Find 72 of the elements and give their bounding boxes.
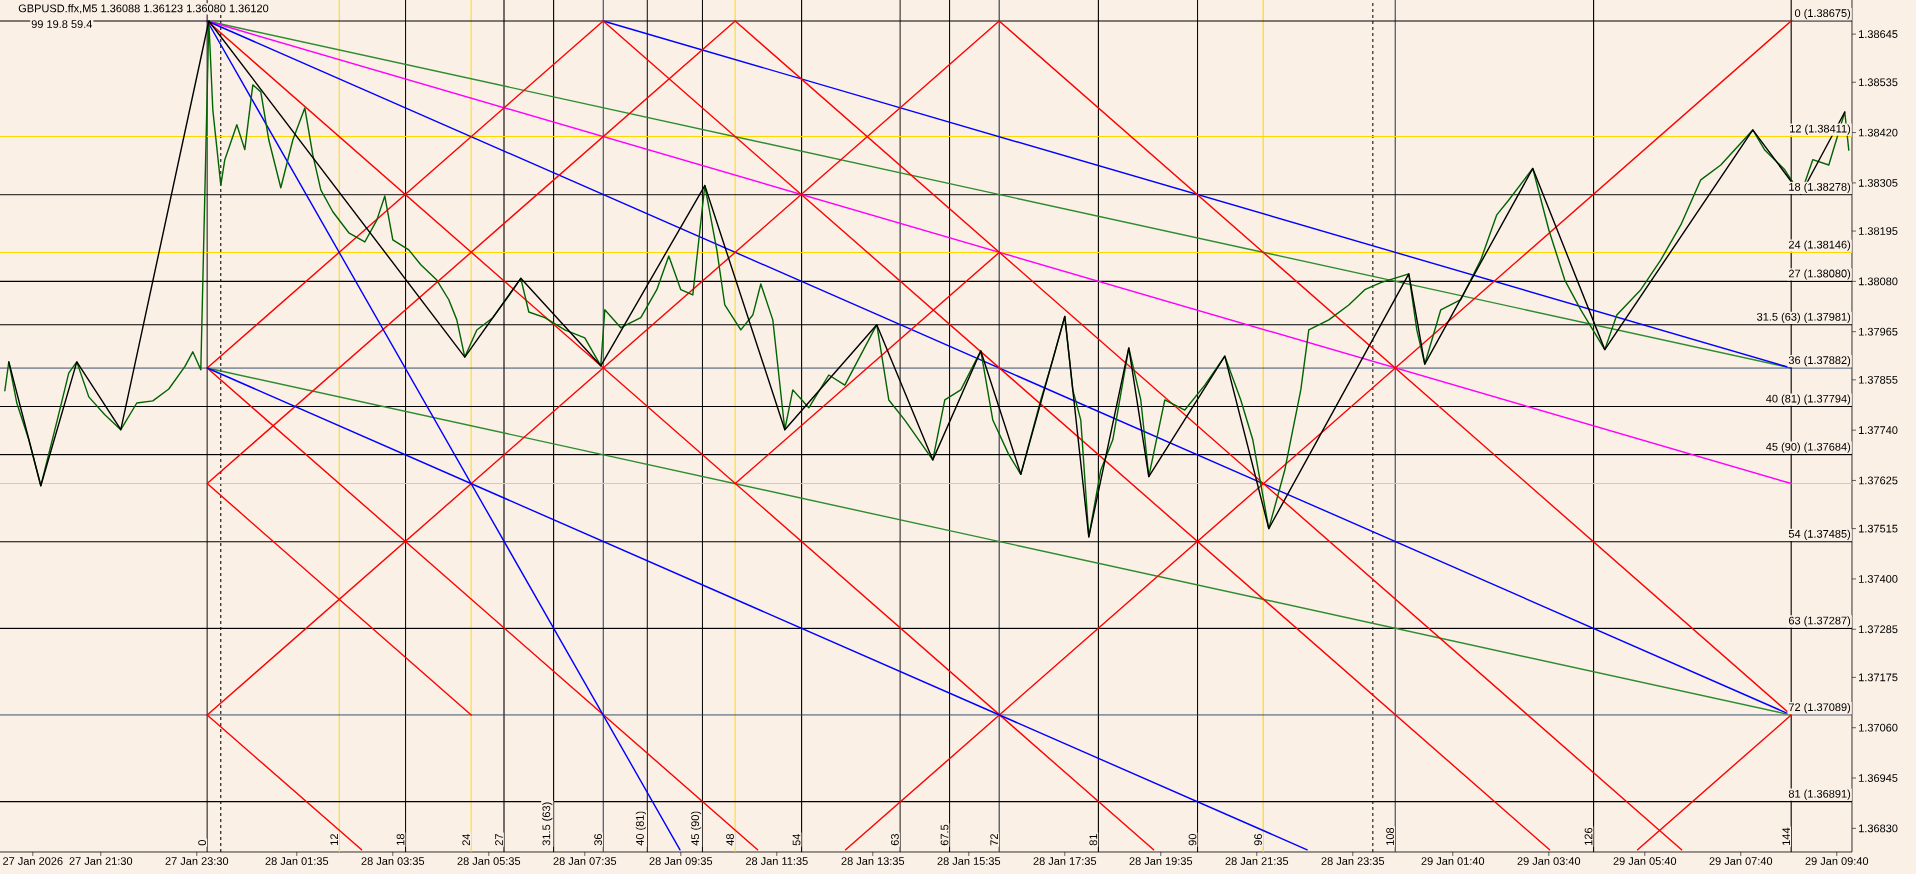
y-tick-label: 1.37625 xyxy=(1859,476,1898,485)
ref-line-label: 0 xyxy=(198,840,207,846)
y-tick-label: 1.37515 xyxy=(1859,524,1898,533)
ref-line-label: 72 (1.37089) xyxy=(1788,702,1851,714)
x-tick-label: 28 Jan 23:35 xyxy=(1321,857,1385,865)
ref-line-label: 54 (1.37485) xyxy=(1788,529,1851,540)
y-tick-label: 1.38080 xyxy=(1859,277,1898,286)
ref-line-label: 72 xyxy=(990,834,998,846)
ref-line-label: 90 xyxy=(1188,833,1197,846)
x-tick-label: 28 Jan 11:35 xyxy=(745,857,808,865)
y-tick-label: 1.37400 xyxy=(1859,575,1898,583)
y-tick-label: 1.36945 xyxy=(1859,774,1898,782)
x-tick-label: 28 Jan 13:35 xyxy=(841,857,905,865)
ref-line-label: 48 xyxy=(726,834,734,846)
ref-line-label: 27 (1.38080) xyxy=(1788,269,1851,280)
ref-line-label: 31.5 (63) xyxy=(542,802,553,846)
y-tick-label: 1.38645 xyxy=(1859,30,1898,39)
text: 99 19.8 59.4 xyxy=(31,20,93,28)
y-tick-label: 1.37740 xyxy=(1859,426,1898,435)
ref-line-label: 40 (81) (1.37794) xyxy=(1766,394,1851,405)
ref-line-label: 144 xyxy=(1782,827,1790,845)
y-tick-label: 1.38420 xyxy=(1859,128,1898,137)
ref-line-label: 45 (90) (1.37684) xyxy=(1766,442,1851,453)
ref-line-label: 18 (1.38278) xyxy=(1789,182,1851,193)
ref-line-label: 63 xyxy=(891,834,899,846)
x-tick-label: 29 Jan 01:40 xyxy=(1421,857,1485,865)
ref-line-label: 45 (90) xyxy=(690,811,702,846)
ref-line-label: 24 (1.38146) xyxy=(1788,240,1851,251)
ref-line-label: 40 (81) xyxy=(635,811,646,846)
ref-line-label: 0 (1.38675) xyxy=(1794,8,1851,20)
x-tick-label: 28 Jan 05:35 xyxy=(457,857,521,865)
y-tick-label: 1.37060 xyxy=(1859,723,1898,732)
x-tick-label: 28 Jan 09:35 xyxy=(649,857,713,865)
y-tick-label: 1.38535 xyxy=(1859,78,1898,87)
ref-line-label: 81 (1.36891) xyxy=(1788,789,1851,800)
x-tick-label: 29 Jan 07:40 xyxy=(1709,857,1773,865)
x-tick-label: 29 Jan 03:40 xyxy=(1517,857,1581,865)
x-tick-label: 27 Jan 23:30 xyxy=(165,857,229,865)
ref-line-label: 126 xyxy=(1584,827,1593,845)
x-tick-label: 28 Jan 17:35 xyxy=(1033,857,1097,865)
y-tick-label: 1.38305 xyxy=(1859,179,1898,187)
x-tick-label: 27 Jan 2026 xyxy=(3,857,63,865)
chart-title: GBPUSD.ffx,M5 1.36088 1.36123 1.36080 1.36120 xyxy=(18,4,269,14)
x-tick-label: 28 Jan 15:35 xyxy=(937,857,1001,865)
x-tick-label: 28 Jan 19:35 xyxy=(1129,857,1193,865)
x-tick-label: 27 Jan 21:30 xyxy=(69,857,133,865)
y-tick-label: 1.37855 xyxy=(1859,375,1898,384)
ref-line-label: 108 xyxy=(1386,827,1394,845)
x-tick-label: 29 Jan 09:40 xyxy=(1805,857,1869,865)
y-tick-label: 1.36830 xyxy=(1859,824,1898,833)
x-tick-label: 28 Jan 21:35 xyxy=(1225,857,1289,865)
y-tick-label: 1.37965 xyxy=(1859,327,1898,336)
ref-line-label: 27 xyxy=(495,834,503,846)
ref-line-label: 36 (1.37882) xyxy=(1788,355,1851,367)
x-tick-label: 28 Jan 03:35 xyxy=(361,857,425,865)
ref-line-label: 31.5 (63) (1.37981) xyxy=(1757,312,1851,323)
ref-line-label: 96 xyxy=(1254,834,1262,846)
ref-line-label: 18 xyxy=(396,834,405,845)
ref-line-label: 12 xyxy=(330,834,339,845)
y-tick-label: 1.37175 xyxy=(1859,673,1898,682)
ref-line-label: 63 (1.37287) xyxy=(1788,616,1851,627)
ref-line-label: 81 xyxy=(1089,834,1098,846)
ref-line-label: 54 xyxy=(792,833,801,846)
ref-line-label: 24 xyxy=(462,833,471,846)
y-tick-label: 1.38195 xyxy=(1859,227,1898,235)
x-tick-label: 28 Jan 07:35 xyxy=(553,857,617,865)
ref-line-label: 36 xyxy=(594,834,603,846)
ref-line-label: 67.5 xyxy=(940,824,949,846)
x-tick-label: 29 Jan 05:40 xyxy=(1613,857,1677,865)
y-tick-label: 1.37285 xyxy=(1859,625,1898,634)
ref-line-label: 12 (1.38411) xyxy=(1790,124,1851,135)
x-tick-label: 28 Jan 01:35 xyxy=(265,857,329,865)
